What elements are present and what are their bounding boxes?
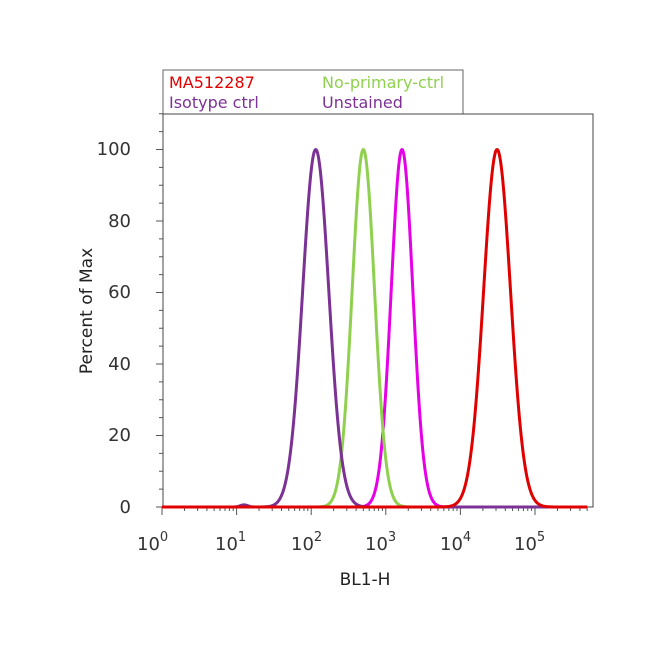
x-tick-labels: 100 101 102 103 104 105: [137, 530, 545, 555]
y-tick-label-80: 80: [108, 211, 131, 232]
y-tick-label-40: 40: [108, 354, 131, 375]
x-tick-label-1e1: 101: [215, 530, 246, 555]
legend-box: [162, 69, 464, 115]
y-tick-label-60: 60: [108, 282, 131, 303]
legend: MA512287 No-primary-ctrl Isotype ctrl Un…: [162, 69, 464, 115]
x-tick-label-1e5: 105: [514, 530, 545, 555]
x-axis-title: BL1-H: [340, 570, 391, 590]
legend-label-unstained: Unstained: [322, 93, 403, 112]
x-tick-label-1e2: 102: [291, 530, 322, 555]
legend-label-isotype-ctrl: Isotype ctrl: [169, 93, 259, 112]
y-axis-title: Percent of Max: [77, 248, 97, 374]
x-tick-label-1e3: 103: [365, 530, 396, 555]
legend-label-ma512287: MA512287: [169, 73, 255, 92]
y-tick-label-20: 20: [108, 425, 131, 446]
histogram-curves: [161, 148, 589, 509]
x-tick-label-1e4: 104: [440, 530, 471, 555]
legend-label-no-primary-ctrl: No-primary-ctrl: [322, 73, 444, 92]
y-tick-label-100: 100: [97, 139, 131, 160]
y-tick-label-0: 0: [120, 497, 131, 518]
x-tick-label-1e0: 100: [137, 530, 168, 555]
y-tick-labels: 0 20 40 60 80 100: [97, 139, 131, 518]
plot-frame: [162, 113, 594, 508]
series-curve-ma512287: [161, 148, 589, 509]
